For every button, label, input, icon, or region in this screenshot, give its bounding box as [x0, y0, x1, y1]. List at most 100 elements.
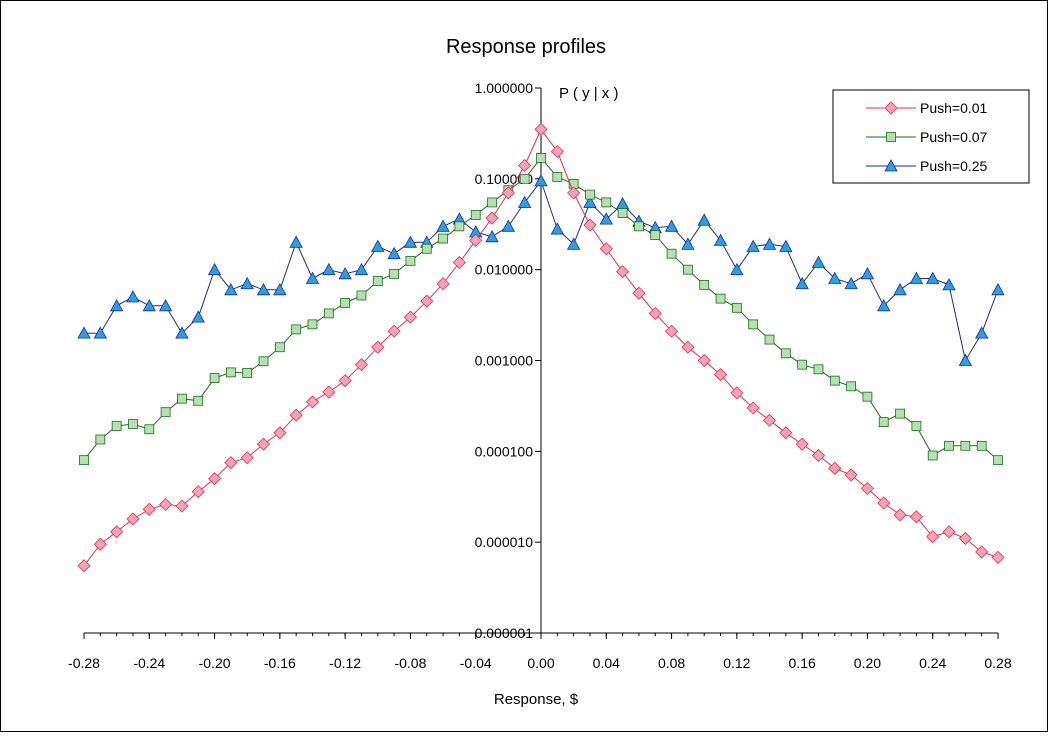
data-point: [469, 233, 483, 247]
y-axis-label: P ( y | x ): [559, 85, 618, 102]
data-point: [846, 381, 857, 392]
data-point: [109, 298, 124, 312]
data-point: [209, 373, 220, 384]
data-point: [944, 440, 954, 451]
data-point: [534, 122, 548, 136]
x-tick-label: 0.20: [854, 655, 881, 671]
data-point: [470, 210, 481, 220]
x-tick-label: -0.04: [460, 655, 492, 671]
data-point: [354, 358, 369, 372]
data-point: [242, 368, 253, 378]
data-point: [338, 374, 352, 388]
legend-marker: [884, 159, 898, 172]
data-point: [566, 237, 581, 250]
data-point: [177, 393, 187, 404]
data-point: [191, 310, 205, 323]
series-push-0-25: [77, 174, 1005, 366]
data-point: [958, 531, 972, 545]
data-point: [911, 421, 922, 431]
data-point: [942, 278, 956, 291]
data-point: [128, 419, 138, 429]
data-point: [762, 413, 777, 427]
data-point: [454, 221, 465, 232]
data-point: [731, 302, 742, 313]
data-point: [208, 472, 222, 486]
data-point: [518, 158, 532, 173]
data-point: [583, 218, 597, 232]
data-point: [487, 197, 497, 208]
data-point: [813, 364, 824, 375]
data-point: [79, 455, 89, 466]
x-tick-label: -0.08: [394, 655, 426, 671]
data-point: [240, 276, 254, 290]
data-point: [877, 298, 891, 312]
x-tick-label: 0.04: [593, 655, 620, 671]
data-point: [991, 550, 1005, 564]
data-point: [322, 262, 336, 276]
data-point: [615, 197, 630, 210]
data-point: [159, 497, 173, 512]
series-push-0-01: [77, 122, 1005, 573]
data-point: [616, 265, 630, 279]
data-point: [909, 271, 924, 284]
data-point: [160, 407, 171, 418]
data-point: [764, 334, 775, 345]
x-tick-label: 0.16: [789, 655, 816, 671]
y-tick-label: 0.000100: [475, 443, 534, 459]
data-point: [387, 324, 401, 338]
data-point: [909, 510, 923, 524]
data-point: [501, 186, 515, 200]
data-point: [256, 437, 271, 451]
data-point: [405, 255, 416, 266]
data-point: [93, 326, 107, 339]
data-point: [927, 450, 938, 461]
data-point: [387, 246, 401, 260]
data-point: [338, 266, 352, 280]
data-point: [958, 353, 973, 366]
data-point: [289, 408, 303, 422]
x-tick-label: -0.24: [133, 655, 165, 671]
chart-title: Response profiles: [446, 36, 606, 58]
data-point: [585, 189, 595, 200]
data-point: [860, 481, 874, 496]
data-point: [518, 195, 532, 208]
x-axis-label: Response, $: [494, 691, 579, 708]
data-point: [438, 233, 448, 244]
x-tick-label: 0.12: [723, 655, 750, 671]
data-point: [403, 235, 418, 248]
data-point: [715, 293, 726, 304]
legend-box: [832, 89, 1030, 184]
data-point: [779, 239, 793, 252]
data-point: [436, 277, 450, 291]
data-point: [862, 391, 873, 402]
data-point: [274, 342, 285, 353]
data-point: [599, 242, 613, 256]
data-point: [550, 144, 564, 159]
data-point: [323, 308, 334, 319]
legend-label: Push=0.25: [920, 158, 988, 174]
data-point: [926, 530, 940, 544]
x-tick-label: 0.00: [527, 655, 554, 671]
data-point: [780, 348, 791, 359]
data-point: [828, 461, 842, 475]
series-push-0-07: [79, 153, 1003, 466]
data-point: [501, 219, 516, 232]
data-point: [273, 426, 287, 440]
data-point: [797, 359, 808, 370]
data-point: [534, 174, 548, 187]
data-point: [617, 208, 628, 218]
data-point: [583, 195, 597, 208]
data-point: [713, 368, 728, 382]
data-point: [191, 485, 205, 499]
data-point: [895, 408, 905, 419]
data-point: [648, 306, 662, 320]
data-point: [258, 356, 269, 367]
data-point: [77, 326, 91, 339]
legend-item: Push=0.01: [866, 100, 988, 116]
data-point: [634, 221, 644, 232]
y-tick-label: 0.000010: [475, 534, 534, 550]
data-point: [748, 319, 759, 330]
data-point: [681, 340, 695, 354]
